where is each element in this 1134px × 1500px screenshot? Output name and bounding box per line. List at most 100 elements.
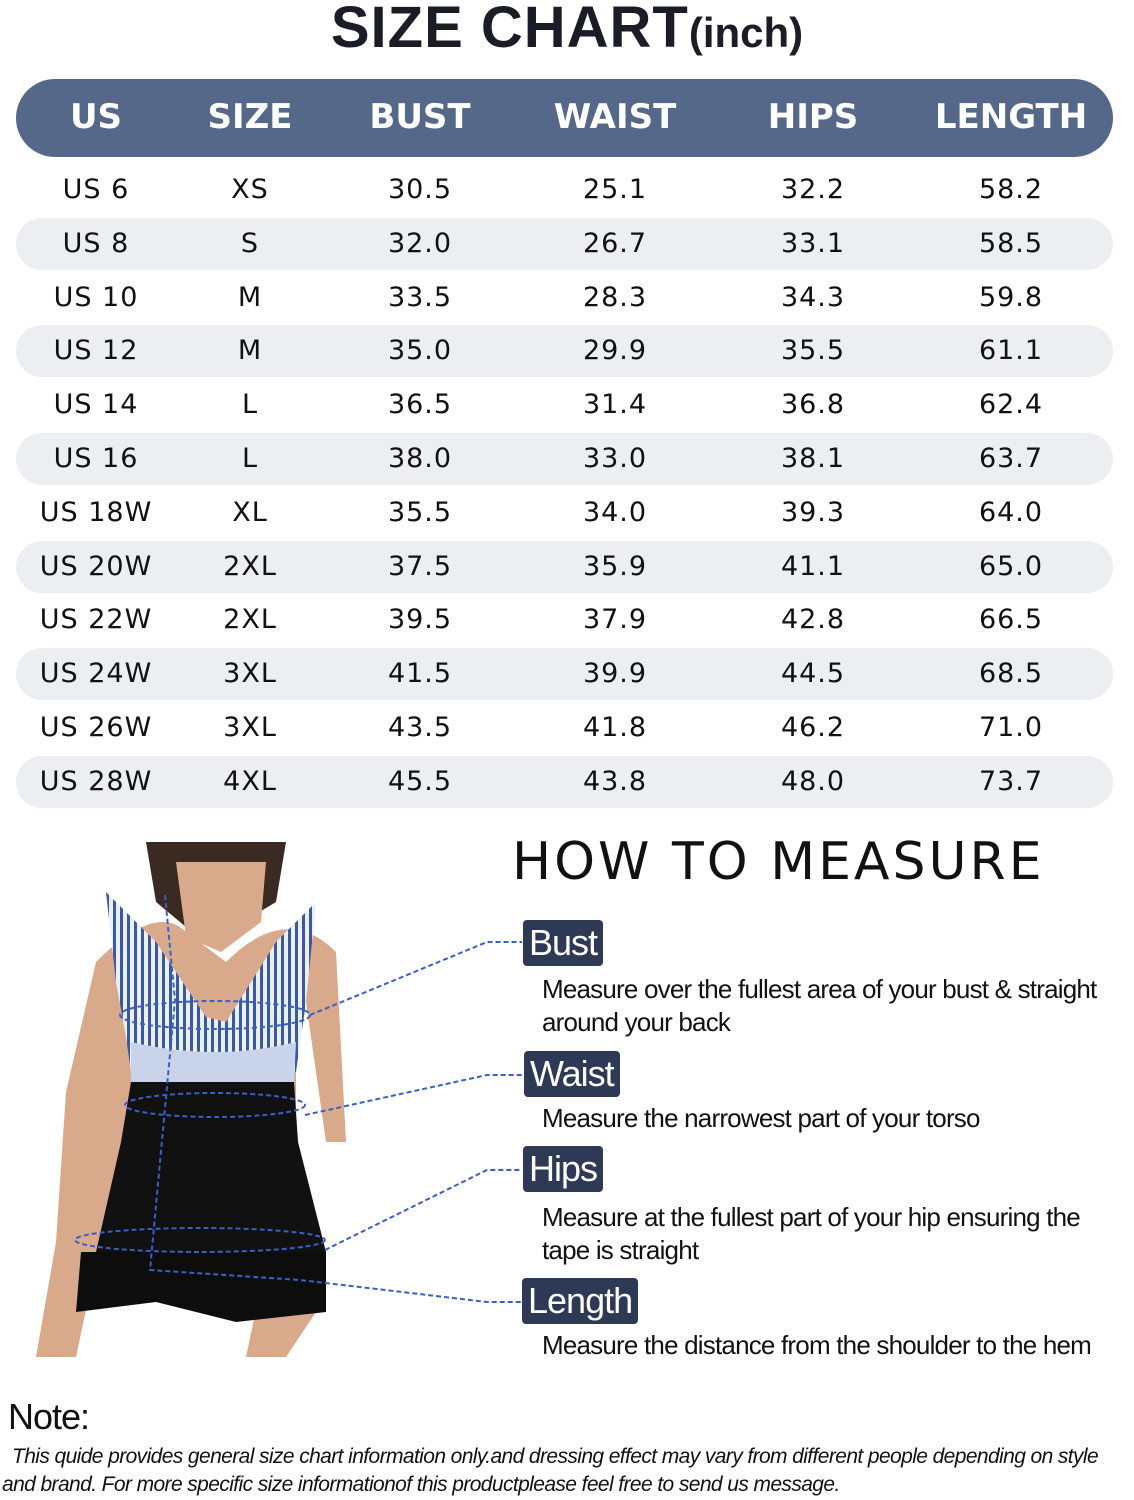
title-unit: (inch) bbox=[688, 9, 804, 56]
cell-us: US 24W bbox=[39, 658, 153, 690]
cell-bust: 35.0 bbox=[387, 335, 453, 367]
column-header-hips: HIPS bbox=[767, 97, 859, 137]
cell-hips: 39.3 bbox=[780, 496, 846, 528]
cell-waist: 34.0 bbox=[582, 496, 648, 528]
cell-bust: 45.5 bbox=[387, 765, 453, 797]
length-badge: Length bbox=[522, 1278, 639, 1324]
cell-hips: 42.8 bbox=[780, 604, 846, 636]
note-text: This quide provides general size chart i… bbox=[2, 1445, 1099, 1496]
cell-hips: 48.0 bbox=[780, 765, 846, 797]
cell-hips: 38.1 bbox=[780, 443, 846, 474]
cell-size: XL bbox=[232, 496, 268, 528]
cell-bust: 32.0 bbox=[387, 227, 453, 259]
cell-size: 3XL bbox=[223, 658, 277, 690]
cell-waist: 35.9 bbox=[582, 550, 648, 582]
column-header-length: LENGTH bbox=[934, 97, 1088, 137]
table-row: US 6 XS 30.5 25.1 32.2 58.2 bbox=[16, 164, 1113, 216]
cell-size: 2XL bbox=[223, 604, 277, 636]
table-row: US 12 M 35.0 29.9 35.5 61.1 bbox=[16, 325, 1113, 378]
cell-hips: 36.8 bbox=[780, 389, 846, 421]
cell-hips: 41.1 bbox=[780, 550, 846, 582]
note-title: Note: bbox=[8, 1396, 90, 1437]
cell-length: 59.8 bbox=[978, 281, 1044, 313]
table-header: US SIZE BUST WAIST HIPS LENGTH bbox=[16, 79, 1113, 157]
cell-waist: 37.9 bbox=[582, 604, 648, 636]
column-header-us: US bbox=[69, 97, 123, 137]
table-row: US 28W 4XL 45.5 43.8 48.0 73.7 bbox=[16, 755, 1113, 808]
cell-us: US 28W bbox=[39, 765, 153, 797]
cell-bust: 30.5 bbox=[387, 174, 453, 205]
cell-size: XS bbox=[231, 174, 269, 205]
bust-description: Measure over the fullest area of your bu… bbox=[542, 974, 1097, 1037]
cell-waist: 29.9 bbox=[582, 335, 648, 367]
bust-badge: Bust bbox=[523, 920, 604, 966]
cell-us: US 26W bbox=[39, 712, 153, 743]
column-header-size: SIZE bbox=[207, 97, 293, 137]
cell-length: 65.0 bbox=[978, 550, 1044, 582]
cell-length: 66.5 bbox=[978, 604, 1044, 636]
table-row: US 24W 3XL 41.5 39.9 44.5 68.5 bbox=[16, 648, 1113, 701]
cell-length: 64.0 bbox=[978, 496, 1044, 528]
table-row: US 18W XL 35.5 34.0 39.3 64.0 bbox=[16, 487, 1113, 539]
cell-waist: 31.4 bbox=[582, 389, 648, 421]
title-main: SIZE CHART bbox=[330, 0, 689, 60]
cell-bust: 35.5 bbox=[387, 496, 453, 528]
cell-waist: 26.7 bbox=[582, 227, 648, 259]
column-header-waist: WAIST bbox=[553, 97, 677, 137]
cell-us: US 18W bbox=[39, 496, 153, 528]
cell-length: 58.5 bbox=[978, 227, 1044, 259]
hips-line bbox=[324, 1169, 522, 1251]
how-to-measure-title: HOW TO MEASURE bbox=[512, 832, 1045, 892]
cell-bust: 39.5 bbox=[387, 604, 453, 636]
cell-size: 4XL bbox=[223, 765, 277, 797]
table-row: US 26W 3XL 43.5 41.8 46.2 71.0 bbox=[16, 702, 1113, 754]
cell-bust: 37.5 bbox=[387, 550, 453, 582]
cell-us: US 12 bbox=[53, 335, 139, 367]
cell-size: M bbox=[237, 281, 263, 313]
cell-us: US 20W bbox=[39, 550, 153, 582]
cell-hips: 34.3 bbox=[780, 281, 846, 313]
cell-us: US 6 bbox=[62, 174, 130, 205]
waist-description: Measure the narrowest part of your torso bbox=[542, 1103, 980, 1133]
cell-length: 73.7 bbox=[978, 765, 1044, 797]
cell-size: L bbox=[241, 389, 259, 421]
cell-length: 68.5 bbox=[978, 658, 1044, 690]
cell-length: 62.4 bbox=[978, 389, 1044, 421]
hips-description: Measure at the fullest part of your hip … bbox=[542, 1202, 1081, 1265]
cell-us: US 8 bbox=[62, 227, 130, 259]
cell-us: US 14 bbox=[53, 389, 139, 421]
cell-length: 58.2 bbox=[978, 174, 1044, 205]
table-row: US 10 M 33.5 28.3 34.3 59.8 bbox=[16, 272, 1113, 324]
cell-bust: 33.5 bbox=[387, 281, 453, 313]
waist-badge: Waist bbox=[524, 1051, 620, 1097]
cell-waist: 41.8 bbox=[582, 712, 648, 743]
model-photo bbox=[36, 842, 346, 1357]
cell-us: US 16 bbox=[53, 443, 139, 474]
cell-bust: 36.5 bbox=[387, 389, 453, 421]
cell-size: 2XL bbox=[223, 550, 277, 582]
cell-waist: 25.1 bbox=[582, 174, 648, 205]
cell-length: 61.1 bbox=[978, 335, 1044, 367]
cell-hips: 33.1 bbox=[780, 227, 846, 259]
cell-waist: 33.0 bbox=[582, 443, 648, 474]
cell-length: 63.7 bbox=[978, 443, 1044, 474]
table-row: US 22W 2XL 39.5 37.9 42.8 66.5 bbox=[16, 594, 1113, 646]
column-header-bust: BUST bbox=[369, 97, 471, 137]
hips-badge: Hips bbox=[523, 1146, 604, 1192]
cell-waist: 39.9 bbox=[582, 658, 648, 690]
cell-size: 3XL bbox=[223, 712, 277, 743]
table-row: US 20W 2XL 37.5 35.9 41.1 65.0 bbox=[16, 540, 1113, 593]
cell-size: S bbox=[240, 227, 260, 259]
cell-us: US 22W bbox=[39, 604, 153, 636]
cell-bust: 38.0 bbox=[387, 443, 453, 474]
cell-size: M bbox=[237, 335, 263, 367]
cell-length: 71.0 bbox=[978, 712, 1044, 743]
length-description: Measure the distance from the shoulder t… bbox=[542, 1330, 1092, 1360]
cell-hips: 32.2 bbox=[780, 174, 846, 205]
cell-hips: 46.2 bbox=[780, 712, 846, 743]
cell-size: L bbox=[241, 443, 259, 474]
cell-hips: 35.5 bbox=[780, 335, 846, 367]
cell-bust: 43.5 bbox=[387, 712, 453, 743]
cell-bust: 41.5 bbox=[387, 658, 453, 690]
table-row: US 14 L 36.5 31.4 36.8 62.4 bbox=[16, 379, 1113, 431]
